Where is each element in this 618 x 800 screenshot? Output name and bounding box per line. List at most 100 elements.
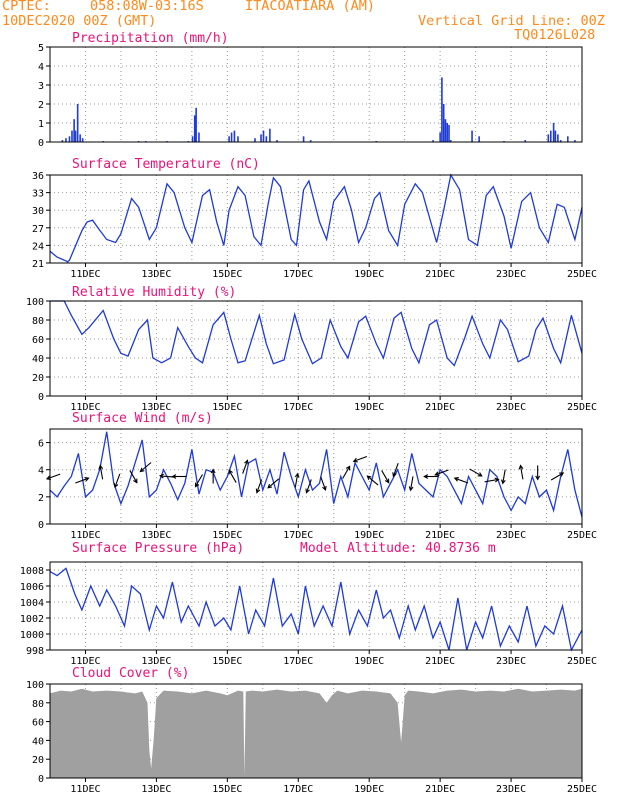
cloud-ytick-label: 40 xyxy=(32,736,44,747)
cloud-xtick-label: 25DEC xyxy=(567,784,597,795)
pressure-ytick-label: 1006 xyxy=(20,582,44,593)
wind-arrow-head xyxy=(423,474,429,479)
rh-frame xyxy=(49,300,583,397)
wind-arrow xyxy=(550,472,564,481)
wind-arrow xyxy=(502,469,506,484)
wind-arrow xyxy=(484,478,499,483)
temp-xtick-label: 19DEC xyxy=(354,269,384,280)
precip-bar xyxy=(68,136,71,142)
precip-bar xyxy=(79,134,81,142)
wind-arrow xyxy=(194,474,203,487)
rh-ytick-label: 40 xyxy=(32,354,44,365)
pressure-xtick-label: 25DEC xyxy=(567,656,597,667)
temp-line xyxy=(49,173,583,263)
wind-arrow-head xyxy=(98,464,104,470)
wind-xtick-label: 25DEC xyxy=(567,530,597,541)
rh-xtick-label: 23DEC xyxy=(496,402,526,413)
precip-bar xyxy=(195,107,197,142)
precip-bar xyxy=(269,128,271,142)
temp-xtick-label: 23DEC xyxy=(496,269,526,280)
cloud-title: Cloud Cover (%) xyxy=(72,666,189,681)
cloud-ytick-label: 100 xyxy=(26,680,44,691)
wind-arrow-head xyxy=(194,482,200,488)
pressure-ytick-label: 1004 xyxy=(20,598,44,609)
cloud-ytick-label: 80 xyxy=(32,699,44,710)
wind-xtick-label: 17DEC xyxy=(283,530,313,541)
wind-ytick-label: 2 xyxy=(38,493,44,504)
rh-xtick-label: 15DEC xyxy=(212,402,242,413)
precip-bar xyxy=(478,136,480,142)
pressure-line xyxy=(49,567,583,652)
precip-bar xyxy=(74,130,77,142)
rh-xtick-label: 13DEC xyxy=(141,402,171,413)
pressure-ytick-label: 1000 xyxy=(20,630,44,641)
wind-arrow-head xyxy=(494,477,500,483)
wind-arrow xyxy=(46,473,61,480)
cloud-ytick-label: 60 xyxy=(32,718,44,729)
wind-arrow-head xyxy=(113,483,119,489)
cloud-xtick-label: 17DEC xyxy=(283,784,313,795)
rh-ytick-label: 60 xyxy=(32,335,44,346)
precip-ytick-label: 2 xyxy=(38,100,44,111)
precip-ytick-label: 3 xyxy=(38,81,44,92)
precip-bar xyxy=(260,134,262,142)
precip-ytick-label: 5 xyxy=(38,43,44,54)
wind-arrow-head xyxy=(158,473,164,479)
wind-arrow xyxy=(256,479,263,493)
wind-arrow-head xyxy=(255,488,261,494)
rh-xtick-label: 21DEC xyxy=(425,402,455,413)
header-init-time: 10DEC2020 00Z (GMT) xyxy=(2,13,157,29)
wind-arrow-head xyxy=(84,477,90,482)
wind-arrow xyxy=(228,470,237,483)
precip-bar xyxy=(193,115,196,142)
wind-xtick-label: 23DEC xyxy=(496,530,526,541)
temp-ytick-label: 36 xyxy=(32,171,44,182)
temp-ytick-label: 24 xyxy=(32,241,44,252)
cloud-xtick-label: 21DEC xyxy=(425,784,455,795)
header-grid-note: Vertical Grid Line: 00Z xyxy=(418,13,605,29)
wind-arrow xyxy=(140,462,152,472)
precip-bar xyxy=(524,140,527,142)
wind-title: Surface Wind (m/s) xyxy=(72,411,213,426)
precip-bar xyxy=(65,138,67,142)
rh-xtick-label: 11DEC xyxy=(70,402,100,413)
precip-bar xyxy=(552,123,555,142)
precip-bar xyxy=(439,132,441,142)
precip-bar xyxy=(441,77,443,142)
wind-ytick-label: 4 xyxy=(38,466,44,477)
wind-ytick-label: 0 xyxy=(38,520,44,531)
wind-arrow-head xyxy=(518,464,524,470)
wind-arrow xyxy=(367,475,379,486)
wind-arrow xyxy=(129,470,138,483)
precip-bar xyxy=(73,119,75,142)
precip-ytick-label: 0 xyxy=(38,138,44,149)
precip-bar xyxy=(262,130,265,142)
temp-title: Surface Temperature (nC) xyxy=(72,157,260,172)
rh-line xyxy=(50,300,583,367)
cloud-xtick-label: 23DEC xyxy=(496,784,526,795)
wind-arrow-head xyxy=(434,471,440,476)
pressure-xtick-label: 17DEC xyxy=(283,656,313,667)
precip-bar xyxy=(442,104,445,142)
precip-bar xyxy=(446,123,449,142)
precip-bar xyxy=(81,138,84,142)
rh-xtick-label: 17DEC xyxy=(283,402,313,413)
wind-arrow-head xyxy=(228,469,233,475)
precip-bar xyxy=(549,130,552,142)
temp-xtick-label: 11DEC xyxy=(70,269,100,280)
wind-xtick-label: 19DEC xyxy=(354,530,384,541)
precip-bar xyxy=(191,136,194,142)
wind-arrow xyxy=(99,465,104,480)
header-coordinates: 058:08W-03:16S xyxy=(90,0,204,14)
precip-bar xyxy=(449,140,452,142)
wind-arrow-head xyxy=(322,485,327,491)
cloud-xtick-label: 11DEC xyxy=(70,784,100,795)
wind-arrow-head xyxy=(392,472,397,478)
header-station: ITACOATIARA (AM) xyxy=(245,0,376,14)
pressure-frame xyxy=(49,561,583,651)
temp-frame xyxy=(49,174,583,264)
wind-arrow-head xyxy=(477,472,483,477)
wind-arrow-head xyxy=(267,483,273,489)
rh-title: Relative Humidity (%) xyxy=(72,285,236,300)
pressure-ytick-label: 1008 xyxy=(20,566,44,577)
